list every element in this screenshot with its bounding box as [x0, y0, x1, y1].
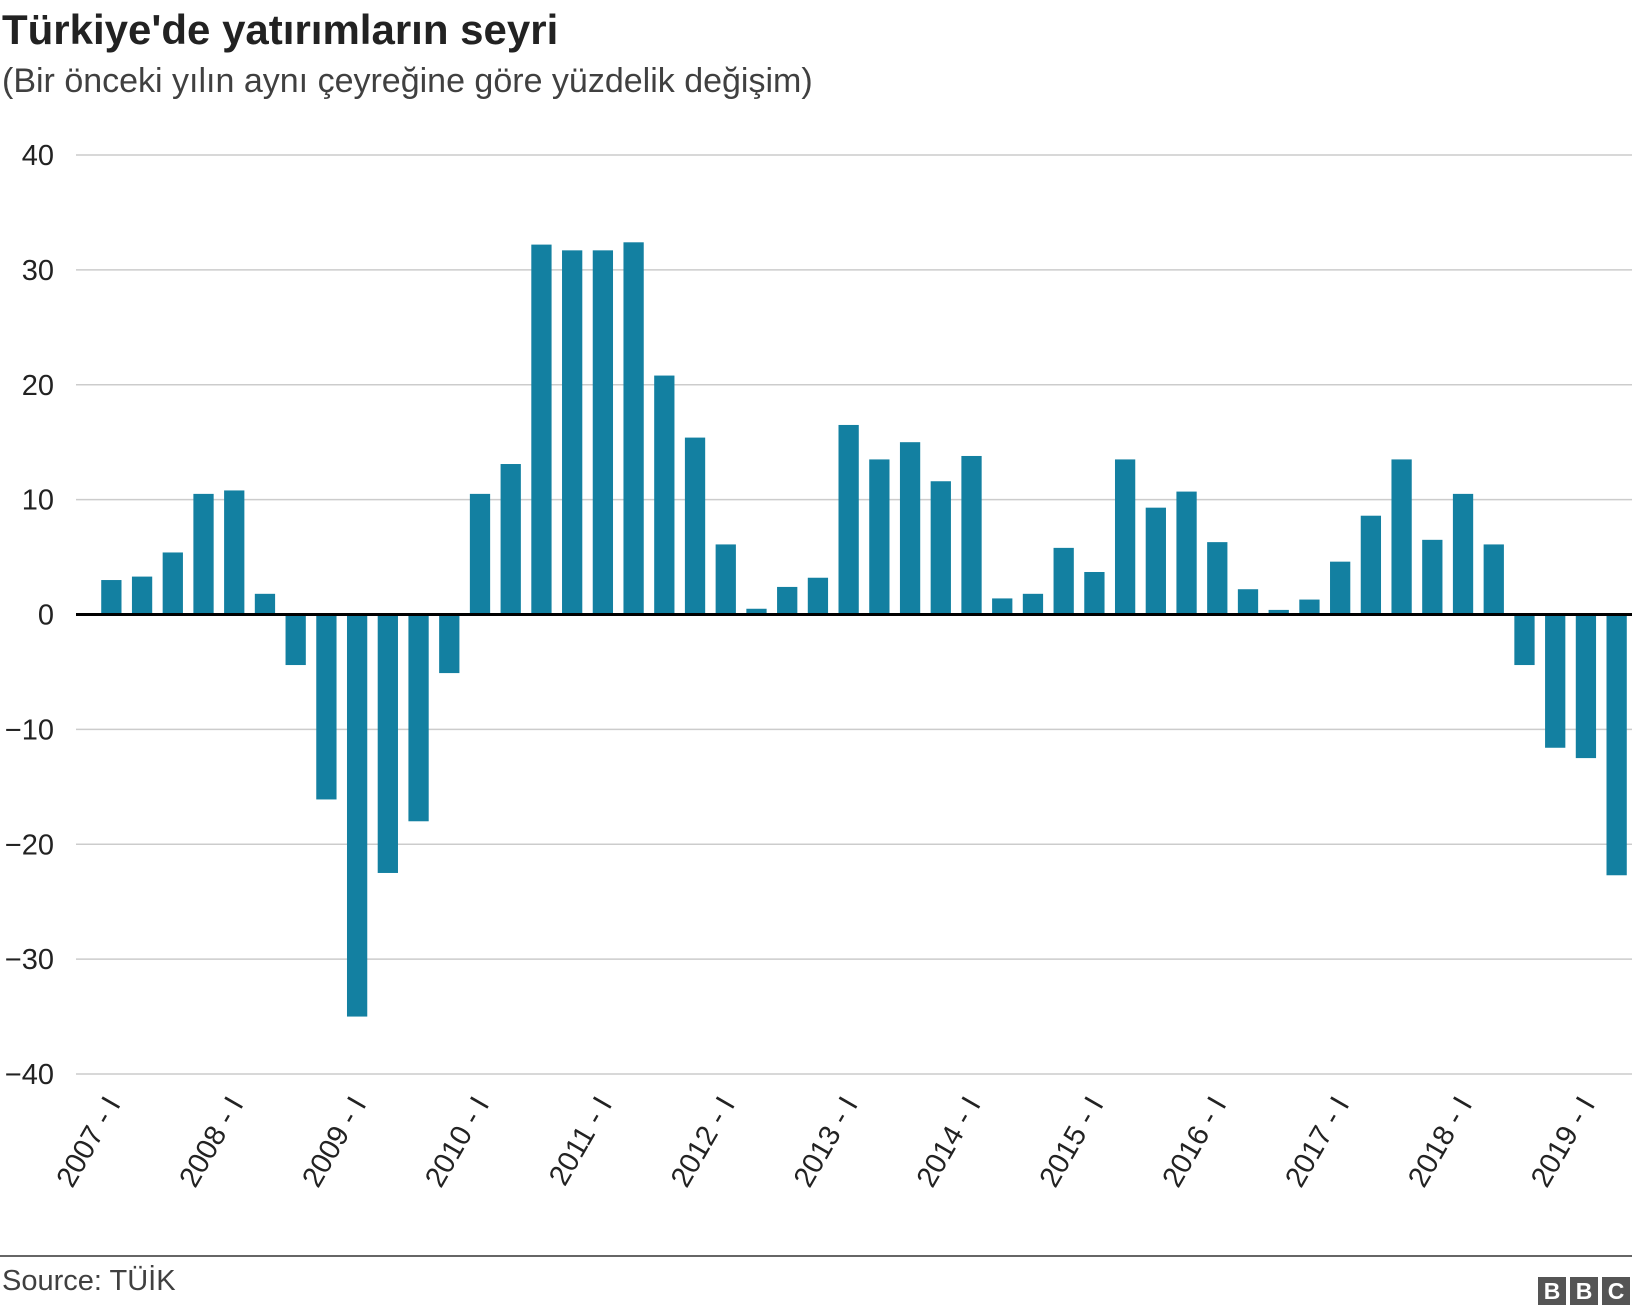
- y-tick-label: 10: [22, 485, 54, 517]
- bar: [408, 614, 429, 822]
- y-tick-label: 0: [38, 600, 54, 632]
- bar: [807, 577, 829, 615]
- bar: [1606, 614, 1627, 876]
- y-tick-label: 30: [22, 255, 54, 287]
- chart-subtitle: (Bir önceki yılın aynı çeyreğine göre yü…: [2, 62, 813, 100]
- bar: [654, 375, 675, 615]
- bar: [254, 593, 276, 615]
- y-tick-label: −20: [5, 829, 54, 861]
- x-tick-label: 2008 - I: [173, 1092, 250, 1193]
- y-tick-label: 20: [22, 370, 54, 402]
- bar: [869, 459, 890, 615]
- bar: [131, 576, 153, 615]
- bar: [1084, 571, 1105, 615]
- x-tick-label: 2014 - I: [911, 1092, 988, 1193]
- bar: [1268, 609, 1289, 615]
- y-axis: 40 30 20 10 0 −10 −20 −30 −40: [5, 140, 54, 1091]
- bar: [1299, 599, 1320, 615]
- y-tick-label: −10: [5, 714, 54, 746]
- bar: [1483, 544, 1504, 615]
- bar: [346, 614, 368, 1017]
- bar: [992, 598, 1013, 615]
- chart-title: Türkiye'de yatırımların seyri: [2, 6, 559, 53]
- x-tick-label: 2010 - I: [419, 1092, 496, 1193]
- bar: [377, 614, 398, 873]
- bar: [1022, 593, 1044, 615]
- bar: [899, 442, 921, 615]
- bar: [224, 490, 245, 615]
- bar: [469, 493, 491, 615]
- bar: [316, 614, 337, 800]
- bar: [1391, 459, 1412, 615]
- bbc-logo-b1: B: [1538, 1277, 1566, 1305]
- bar: [684, 437, 706, 615]
- bar: [1176, 491, 1197, 615]
- bar: [1330, 561, 1351, 615]
- bar: [1545, 614, 1566, 748]
- bar: [1575, 614, 1597, 759]
- x-tick-label: 2009 - I: [296, 1092, 373, 1193]
- bar: [777, 586, 798, 615]
- x-tick-label: 2018 - I: [1402, 1092, 1479, 1193]
- x-tick-label: 2019 - I: [1525, 1092, 1602, 1193]
- source-text: Source: TÜİK: [2, 1265, 176, 1297]
- bar: [1053, 547, 1074, 615]
- bar: [1114, 459, 1136, 615]
- y-tick-label: −30: [5, 944, 54, 976]
- y-tick-label: −40: [5, 1059, 54, 1091]
- x-tick-label: 2015 - I: [1034, 1092, 1111, 1193]
- bar: [193, 493, 214, 615]
- bbc-logo-b2: B: [1570, 1277, 1598, 1305]
- bars: [101, 242, 1627, 1017]
- x-tick-label: 2017 - I: [1279, 1092, 1356, 1193]
- bar: [285, 614, 306, 666]
- bar: [930, 481, 951, 615]
- x-tick-label: 2011 - I: [543, 1092, 619, 1191]
- bar: [500, 464, 521, 615]
- footer-divider: [0, 1255, 1632, 1257]
- bar: [1207, 542, 1228, 615]
- bar: [101, 580, 122, 615]
- bar: [531, 244, 552, 615]
- bar: [562, 250, 583, 615]
- y-tick-label: 40: [22, 140, 54, 172]
- bar: [1237, 589, 1259, 615]
- bar: [592, 250, 614, 615]
- bar: [1514, 614, 1535, 666]
- bar: [1422, 539, 1443, 615]
- bar: [439, 614, 460, 674]
- x-tick-label: 2016 - I: [1156, 1092, 1233, 1193]
- x-tick-label: 2007 - I: [51, 1092, 128, 1193]
- bar: [746, 608, 767, 615]
- bar: [1145, 507, 1166, 615]
- x-axis: 2007 - I 2008 - I 2009 - I 2010 - I 2011 - I…: [51, 1092, 1602, 1193]
- bar: [838, 424, 859, 615]
- bar: [1452, 493, 1474, 615]
- bar: [162, 552, 183, 615]
- x-tick-label: 2013 - I: [788, 1092, 865, 1193]
- bar: [961, 455, 982, 615]
- bar: [715, 544, 736, 615]
- bar: [1360, 515, 1382, 615]
- bbc-logo-c: C: [1602, 1277, 1630, 1305]
- bar: [623, 242, 644, 615]
- x-tick-label: 2012 - I: [665, 1092, 742, 1193]
